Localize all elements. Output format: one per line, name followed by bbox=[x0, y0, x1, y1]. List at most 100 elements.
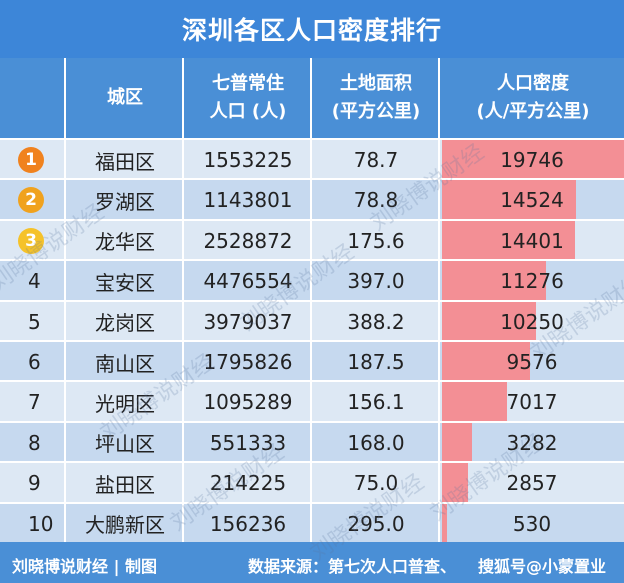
district-cell: 盐田区 bbox=[64, 463, 184, 504]
population-cell: 1553225 bbox=[182, 140, 312, 180]
table-row: 7 光明区 1095289 156.1 7017 bbox=[0, 380, 624, 423]
rank-cell: 8 bbox=[0, 423, 64, 463]
density-value: 2857 bbox=[506, 471, 558, 496]
rank-number: 9 bbox=[28, 471, 41, 496]
density-bar bbox=[442, 301, 537, 342]
density-cell: 9576 bbox=[438, 342, 624, 382]
area-cell: 156.1 bbox=[310, 382, 440, 423]
area-cell: 295.0 bbox=[310, 503, 440, 544]
table-row: 6 南山区 1795826 187.5 9576 bbox=[0, 340, 624, 382]
density-value: 3282 bbox=[506, 430, 558, 455]
table-row: 9 盐田区 214225 75.0 2857 bbox=[0, 461, 624, 504]
rank-number: 5 bbox=[28, 309, 41, 334]
population-cell: 214225 bbox=[182, 463, 312, 504]
density-cell: 14524 bbox=[438, 180, 624, 221]
population-cell: 1795826 bbox=[182, 342, 312, 382]
rank-cell: 7 bbox=[0, 382, 64, 422]
density-value: 7017 bbox=[506, 390, 558, 415]
density-value: 14401 bbox=[500, 228, 564, 253]
density-bar bbox=[442, 463, 469, 504]
density-bar bbox=[442, 342, 531, 382]
rank-cell: 10 bbox=[0, 504, 64, 544]
density-cell: 11276 bbox=[438, 261, 624, 302]
density-bar bbox=[442, 261, 546, 302]
area-cell: 175.6 bbox=[310, 220, 440, 261]
density-value: 10250 bbox=[500, 309, 564, 334]
district-cell: 龙华区 bbox=[64, 220, 184, 261]
footer-author: 刘晓博说财经 | 制图 bbox=[12, 557, 157, 576]
density-value: 9576 bbox=[506, 350, 558, 374]
population-cell: 2528872 bbox=[182, 220, 312, 261]
footer-brand: 搜狐号@小蒙置业 bbox=[478, 557, 607, 576]
density-value: 14524 bbox=[500, 188, 564, 213]
medal-icon: 3 bbox=[18, 227, 44, 254]
table-row: 3 龙华区 2528872 175.6 14401 bbox=[0, 218, 624, 261]
area-cell: 78.8 bbox=[310, 180, 440, 221]
population-cell: 3979037 bbox=[182, 301, 312, 342]
density-cell: 3282 bbox=[438, 422, 624, 463]
area-cell: 388.2 bbox=[310, 301, 440, 342]
density-bar bbox=[442, 422, 473, 463]
density-cell: 14401 bbox=[438, 220, 624, 261]
density-value: 530 bbox=[512, 511, 552, 536]
rank-number: 10 bbox=[28, 511, 54, 536]
density-cell: 530 bbox=[438, 503, 624, 544]
area-cell: 187.5 bbox=[310, 342, 440, 382]
table-row: 5 龙岗区 3979037 388.2 10250 bbox=[0, 299, 624, 342]
district-cell: 南山区 bbox=[64, 342, 184, 382]
density-value: 11276 bbox=[500, 269, 564, 294]
rank-number: 8 bbox=[28, 430, 41, 455]
footer-source: 数据来源：第七次人口普查、 bbox=[248, 557, 457, 576]
rank-cell: 1 bbox=[0, 140, 64, 180]
district-cell: 龙岗区 bbox=[64, 301, 184, 342]
medal-icon: 1 bbox=[18, 147, 44, 173]
table-row: 1 福田区 1553225 78.7 19746 bbox=[0, 138, 624, 180]
header-area: 土地面积 (平方公里) bbox=[310, 58, 440, 138]
medal-icon: 2 bbox=[18, 187, 44, 214]
rank-cell: 3 bbox=[0, 221, 64, 261]
header-district: 城区 bbox=[64, 58, 184, 138]
table-row: 4 宝安区 4476554 397.0 11276 bbox=[0, 259, 624, 302]
density-bar bbox=[442, 180, 576, 221]
area-cell: 168.0 bbox=[310, 422, 440, 463]
population-cell: 1143801 bbox=[182, 180, 312, 221]
page-title: 深圳各区人口密度排行 bbox=[0, 0, 624, 58]
density-value: 19746 bbox=[500, 148, 564, 172]
district-cell: 福田区 bbox=[64, 140, 184, 180]
population-cell: 156236 bbox=[182, 503, 312, 544]
rank-number: 6 bbox=[28, 350, 41, 374]
rank-cell: 6 bbox=[0, 342, 64, 382]
header-population: 七普常住 人口 (人) bbox=[182, 58, 312, 138]
district-cell: 宝安区 bbox=[64, 261, 184, 302]
footer: 刘晓博说财经 | 制图 数据来源：第七次人口普查、 搜狐号@小蒙置业 bbox=[0, 542, 624, 583]
rank-number: 7 bbox=[28, 390, 41, 415]
density-bar bbox=[442, 220, 575, 261]
density-cell: 19746 bbox=[438, 140, 624, 180]
population-cell: 1095289 bbox=[182, 382, 312, 423]
header-density: 人口密度 (人/平方公里) bbox=[438, 58, 624, 138]
header-rank bbox=[0, 58, 64, 138]
area-cell: 75.0 bbox=[310, 463, 440, 504]
rank-cell: 4 bbox=[0, 261, 64, 301]
density-bar bbox=[442, 503, 447, 544]
rank-cell: 5 bbox=[0, 302, 64, 342]
district-cell: 大鹏新区 bbox=[64, 503, 184, 544]
table-header: 城区 七普常住 人口 (人) 土地面积 (平方公里) 人口密度 (人/平方公里) bbox=[0, 58, 624, 138]
table-row: 8 坪山区 551333 168.0 3282 bbox=[0, 420, 624, 463]
population-cell: 4476554 bbox=[182, 261, 312, 302]
table-row: 10 大鹏新区 156236 295.0 530 bbox=[0, 501, 624, 544]
density-cell: 10250 bbox=[438, 301, 624, 342]
density-bar bbox=[442, 382, 507, 423]
district-cell: 光明区 bbox=[64, 382, 184, 423]
population-cell: 551333 bbox=[182, 422, 312, 463]
density-bar bbox=[442, 140, 624, 180]
district-cell: 罗湖区 bbox=[64, 180, 184, 221]
rank-cell: 2 bbox=[0, 180, 64, 220]
area-cell: 78.7 bbox=[310, 140, 440, 180]
area-cell: 397.0 bbox=[310, 261, 440, 302]
rank-cell: 9 bbox=[0, 463, 64, 503]
rank-number: 4 bbox=[28, 269, 41, 294]
district-cell: 坪山区 bbox=[64, 422, 184, 463]
table-row: 2 罗湖区 1143801 78.8 14524 bbox=[0, 178, 624, 221]
